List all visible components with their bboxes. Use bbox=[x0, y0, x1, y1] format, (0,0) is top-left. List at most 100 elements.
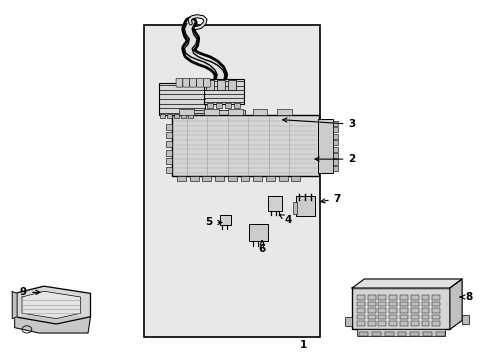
Bar bbox=[166, 167, 172, 173]
Bar bbox=[144, 25, 320, 337]
Bar bbox=[431, 321, 439, 326]
Bar bbox=[359, 332, 367, 336]
Bar bbox=[356, 295, 364, 300]
Bar bbox=[399, 302, 407, 306]
Text: 7: 7 bbox=[320, 194, 341, 204]
Bar bbox=[174, 114, 179, 118]
Bar bbox=[179, 109, 194, 115]
Bar bbox=[421, 295, 428, 300]
Bar bbox=[267, 196, 281, 211]
Bar bbox=[291, 176, 300, 181]
Bar bbox=[344, 317, 351, 326]
Polygon shape bbox=[351, 279, 461, 288]
Bar bbox=[332, 153, 338, 158]
Polygon shape bbox=[15, 286, 90, 324]
Bar bbox=[278, 176, 287, 181]
Bar bbox=[202, 176, 211, 181]
Bar bbox=[410, 302, 418, 306]
Bar bbox=[378, 315, 386, 319]
Bar bbox=[332, 121, 338, 126]
Bar bbox=[166, 150, 172, 156]
Bar bbox=[185, 110, 244, 119]
Bar bbox=[166, 158, 172, 164]
Bar bbox=[332, 159, 338, 165]
Bar bbox=[371, 332, 380, 336]
FancyBboxPatch shape bbox=[203, 78, 210, 87]
Bar bbox=[399, 295, 407, 300]
Text: 3: 3 bbox=[282, 118, 355, 129]
Bar bbox=[399, 321, 407, 326]
FancyBboxPatch shape bbox=[219, 215, 231, 225]
Text: 8: 8 bbox=[459, 292, 472, 302]
Bar bbox=[378, 295, 386, 300]
Text: 9: 9 bbox=[20, 287, 40, 297]
Bar bbox=[421, 308, 428, 313]
Bar bbox=[240, 176, 249, 181]
Bar bbox=[356, 329, 444, 336]
Polygon shape bbox=[449, 279, 461, 329]
Bar bbox=[388, 302, 396, 306]
Bar bbox=[410, 308, 418, 313]
Bar bbox=[295, 196, 315, 216]
Bar bbox=[207, 103, 213, 108]
Bar bbox=[189, 176, 198, 181]
Text: 4: 4 bbox=[279, 215, 292, 225]
Bar bbox=[159, 83, 205, 115]
Bar bbox=[431, 308, 439, 313]
Bar bbox=[224, 103, 230, 108]
Bar bbox=[410, 295, 418, 300]
FancyBboxPatch shape bbox=[196, 78, 203, 87]
Bar bbox=[431, 315, 439, 319]
Bar bbox=[249, 224, 267, 241]
Bar bbox=[166, 132, 172, 138]
Bar bbox=[410, 315, 418, 319]
Bar bbox=[384, 332, 393, 336]
Bar bbox=[356, 315, 364, 319]
Bar bbox=[332, 166, 338, 171]
Bar bbox=[367, 315, 375, 319]
Bar bbox=[399, 308, 407, 313]
Bar bbox=[397, 332, 406, 336]
Bar bbox=[388, 308, 396, 313]
Bar bbox=[227, 176, 236, 181]
Bar bbox=[167, 114, 172, 118]
Bar bbox=[461, 315, 468, 324]
Bar bbox=[367, 308, 375, 313]
Bar bbox=[317, 119, 332, 173]
Bar bbox=[253, 176, 262, 181]
Bar bbox=[431, 295, 439, 300]
Bar bbox=[215, 176, 224, 181]
Bar bbox=[351, 288, 449, 329]
Bar bbox=[293, 202, 297, 214]
Bar bbox=[356, 321, 364, 326]
FancyBboxPatch shape bbox=[189, 78, 196, 87]
Bar bbox=[177, 176, 185, 181]
Polygon shape bbox=[12, 292, 17, 319]
Bar bbox=[378, 321, 386, 326]
Bar bbox=[203, 109, 218, 115]
Bar bbox=[204, 79, 243, 104]
Bar bbox=[378, 308, 386, 313]
Bar bbox=[388, 315, 396, 319]
Bar bbox=[172, 115, 318, 176]
Text: 1: 1 bbox=[299, 340, 306, 350]
Bar bbox=[332, 134, 338, 139]
Bar bbox=[388, 321, 396, 326]
Bar bbox=[421, 315, 428, 319]
Bar bbox=[252, 109, 267, 115]
Bar bbox=[367, 321, 375, 326]
Bar bbox=[422, 332, 431, 336]
Bar bbox=[233, 103, 239, 108]
Text: 5: 5 bbox=[205, 217, 222, 228]
Bar bbox=[378, 302, 386, 306]
Bar bbox=[367, 295, 375, 300]
Bar bbox=[356, 308, 364, 313]
FancyBboxPatch shape bbox=[176, 78, 183, 87]
Bar bbox=[435, 332, 444, 336]
Bar bbox=[421, 321, 428, 326]
Bar bbox=[228, 109, 243, 115]
Bar bbox=[265, 176, 274, 181]
Bar bbox=[431, 302, 439, 306]
Bar bbox=[160, 114, 165, 118]
Bar bbox=[187, 114, 192, 118]
